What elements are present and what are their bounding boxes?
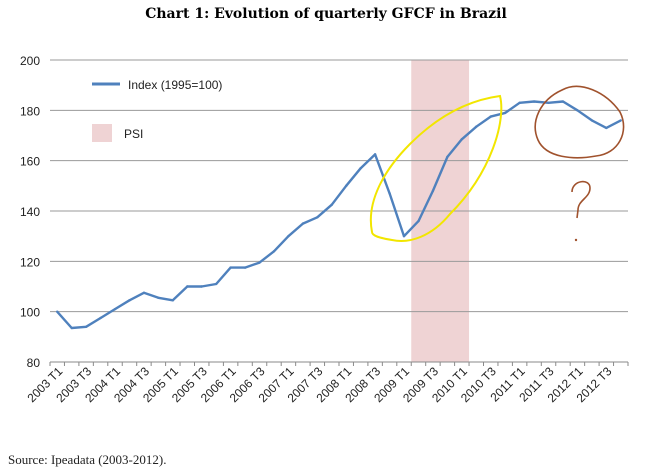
grid-layer: [50, 59, 628, 363]
brown-annotation-dot: [574, 238, 578, 242]
data-point: [157, 296, 160, 300]
data-point: [316, 216, 319, 219]
data-point: [128, 299, 131, 302]
data-point: [84, 325, 88, 328]
data-point: [200, 285, 203, 288]
data-point: [605, 126, 608, 130]
data-point: [359, 167, 362, 170]
y-tick-label-120: 120: [20, 255, 40, 269]
data-point: [287, 234, 290, 238]
data-point: [214, 282, 218, 286]
data-point: [619, 119, 622, 122]
y-tick-label-160: 160: [20, 155, 40, 169]
data-point: [475, 125, 478, 128]
y-tick-label-200: 200: [20, 54, 40, 68]
data-point: [503, 111, 507, 115]
data-point: [70, 326, 73, 330]
y-tick-label-80: 80: [27, 356, 41, 370]
data-point: [56, 310, 59, 313]
brown-annotation-question-mark: [571, 180, 591, 219]
chart-source: Source: Ipeadata (2003-2012).: [8, 452, 167, 467]
data-point: [446, 155, 449, 159]
data-point: [345, 184, 348, 188]
data-point: [243, 266, 247, 269]
data-point: [590, 119, 594, 122]
data-point: [431, 189, 435, 193]
data-point: [532, 100, 536, 103]
data-point: [258, 261, 261, 264]
data-point: [547, 101, 550, 104]
data-point: [518, 101, 521, 104]
annotation-layer: [369, 85, 625, 242]
data-point: [330, 203, 333, 206]
data-point: [373, 153, 377, 156]
chart-title: Chart 1: Evolution of quarterly GFCF in …: [145, 6, 507, 22]
yellow-annotation-loop: [369, 94, 503, 242]
series-line-index: [56, 100, 622, 330]
data-point: [186, 285, 189, 288]
data-point: [301, 222, 305, 225]
data-point: [489, 115, 492, 118]
data-point: [272, 250, 276, 253]
data-point: [171, 299, 175, 302]
data-point: [402, 234, 406, 238]
y-tick-label-100: 100: [20, 306, 40, 320]
brown-annotation-circle: [534, 85, 625, 159]
y-tick-label-180: 180: [20, 104, 40, 118]
legend-label-index: Index (1995=100): [128, 78, 222, 92]
legend-label-psi: PSI: [124, 127, 143, 141]
data-point: [113, 307, 117, 311]
legend-layer: Index (1995=100) PSI: [92, 78, 222, 142]
data-point: [417, 219, 420, 223]
data-point: [561, 100, 565, 103]
data-point: [576, 109, 579, 112]
series-layer: [56, 100, 622, 330]
data-point: [99, 316, 102, 320]
data-point: [142, 291, 146, 294]
legend-shade-swatch: [92, 124, 112, 142]
y-tick-label-140: 140: [20, 205, 40, 219]
data-point: [460, 138, 464, 141]
data-point: [229, 266, 232, 269]
data-point: [388, 192, 391, 195]
